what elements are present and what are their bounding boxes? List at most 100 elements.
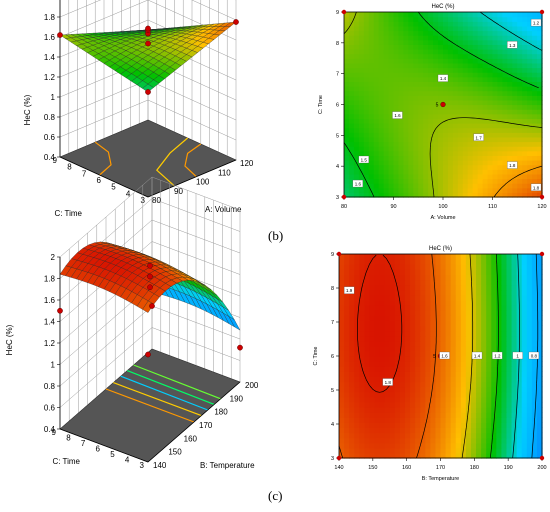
contour-cell bbox=[364, 123, 370, 128]
contour-cell bbox=[527, 63, 533, 68]
contour-cell bbox=[379, 128, 385, 133]
contour-cell bbox=[400, 433, 406, 439]
contour-cell bbox=[456, 417, 462, 423]
contour-cell bbox=[430, 422, 436, 428]
contour-cell bbox=[478, 81, 484, 86]
contour-cell bbox=[394, 179, 400, 184]
contour-cell bbox=[507, 174, 513, 179]
contour-cell bbox=[415, 285, 421, 291]
contour-cell bbox=[496, 422, 502, 428]
contour-cell bbox=[488, 77, 494, 82]
contour-cell bbox=[493, 179, 499, 184]
x-tick-label: 200 bbox=[245, 381, 259, 390]
contour-cell bbox=[395, 346, 401, 352]
contour-cell bbox=[501, 438, 507, 444]
contour-cell bbox=[481, 320, 487, 326]
contour-cell bbox=[420, 285, 426, 291]
contour-cell bbox=[369, 114, 375, 119]
contour-cell bbox=[491, 341, 497, 347]
contour-cell bbox=[506, 382, 512, 388]
contour-cell bbox=[527, 320, 533, 326]
y-tick-label: 7 bbox=[81, 439, 86, 448]
contour-cell bbox=[481, 331, 487, 337]
contour-cell bbox=[512, 26, 518, 31]
contour-cell bbox=[384, 31, 390, 36]
contour-cell bbox=[394, 118, 400, 123]
contour-cell bbox=[339, 269, 345, 275]
contour-cell bbox=[433, 179, 439, 184]
contour-cell bbox=[507, 21, 513, 26]
contour-cell bbox=[448, 44, 454, 49]
contour-cell bbox=[502, 142, 508, 147]
contour-cell bbox=[384, 165, 390, 170]
contour-cell bbox=[502, 21, 508, 26]
contour-cell bbox=[398, 35, 404, 40]
contour-cell bbox=[403, 105, 409, 110]
contour-cell bbox=[517, 109, 523, 114]
contour-cell bbox=[385, 448, 391, 454]
contour-cell bbox=[418, 151, 424, 156]
contour-cell bbox=[435, 443, 441, 449]
contour-cell bbox=[478, 49, 484, 54]
contour-label: 1.6 bbox=[394, 113, 401, 118]
contour-cell bbox=[463, 26, 469, 31]
contour-cell bbox=[461, 259, 467, 265]
contour-cell bbox=[507, 35, 513, 40]
contour-cell bbox=[430, 280, 436, 286]
contour-cell bbox=[522, 376, 528, 382]
contour-cell bbox=[369, 58, 375, 63]
contour-cell bbox=[400, 325, 406, 331]
contour-cell bbox=[400, 295, 406, 301]
contour-cell bbox=[380, 290, 386, 296]
contour-cell bbox=[517, 123, 523, 128]
contour-cell bbox=[443, 169, 449, 174]
contour-cell bbox=[483, 54, 489, 59]
contour-cell bbox=[522, 280, 528, 286]
contour-cell bbox=[369, 371, 375, 377]
contour-cell bbox=[468, 44, 474, 49]
contour-cell bbox=[527, 118, 533, 123]
contour-cell bbox=[493, 114, 499, 119]
contour-cell bbox=[420, 315, 426, 321]
contour-cell bbox=[408, 95, 414, 100]
contour-cell bbox=[532, 146, 538, 151]
contour-cell bbox=[512, 128, 518, 133]
contour-cell bbox=[488, 137, 494, 142]
contour-cell bbox=[359, 109, 365, 114]
contour-cell bbox=[389, 142, 395, 147]
contour-cell bbox=[425, 305, 431, 311]
contour-cell bbox=[380, 438, 386, 444]
contour-cell bbox=[461, 331, 467, 337]
contour-cell bbox=[438, 58, 444, 63]
x-tick-label: 100 bbox=[196, 178, 210, 187]
z-tick-label: 1 bbox=[51, 93, 56, 102]
contour-cell bbox=[435, 366, 441, 372]
contour-cell bbox=[441, 269, 447, 275]
contour-cell bbox=[451, 280, 457, 286]
contour-cell bbox=[420, 392, 426, 398]
contour-cell bbox=[418, 26, 424, 31]
contour-cell bbox=[501, 407, 507, 413]
y-tick-label: 9 bbox=[336, 10, 339, 16]
contour-cell bbox=[364, 109, 370, 114]
contour-cell bbox=[473, 146, 479, 151]
contour-cell bbox=[506, 361, 512, 367]
contour-label: 1.4 bbox=[474, 354, 481, 359]
contour-cell bbox=[364, 290, 370, 296]
contour-cell bbox=[385, 371, 391, 377]
contour-cell bbox=[443, 68, 449, 73]
contour-cell bbox=[398, 123, 404, 128]
contour-cell bbox=[506, 448, 512, 454]
y-axis-title: C: Time bbox=[318, 95, 324, 114]
contour-cell bbox=[423, 49, 429, 54]
contour-cell bbox=[527, 285, 533, 291]
contour-cell bbox=[486, 315, 492, 321]
contour-cell bbox=[410, 269, 416, 275]
contour-cell bbox=[476, 320, 482, 326]
contour-cell bbox=[435, 274, 441, 280]
contour-cell bbox=[532, 114, 538, 119]
contour-cell bbox=[501, 315, 507, 321]
contour-cell bbox=[527, 72, 533, 77]
contour-cell bbox=[395, 315, 401, 321]
contour-cell bbox=[522, 331, 528, 337]
